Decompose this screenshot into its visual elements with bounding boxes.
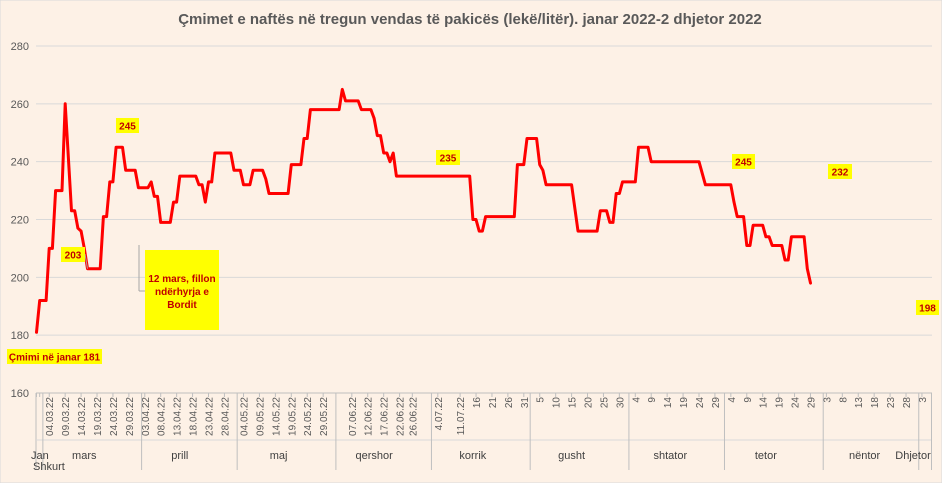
data-label-box	[61, 247, 85, 262]
x-tick-label: 24.03.22	[109, 397, 120, 436]
x-tick-label: 14.03.22	[77, 397, 88, 436]
x-tick-label: 24	[695, 397, 706, 409]
data-label: 198	[919, 304, 936, 315]
month-label: korrik	[459, 450, 486, 462]
data-label-box	[828, 164, 852, 179]
data-label: 245	[119, 122, 136, 133]
month-label: nëntor	[849, 450, 881, 462]
x-tick-label: 14	[663, 397, 674, 409]
x-tick-label: 23.04.22	[204, 397, 215, 436]
x-tick-label: 26.06.22	[408, 397, 419, 436]
x-tick-label: 09.05.22	[255, 397, 266, 436]
x-tick-label: 19	[775, 397, 786, 409]
x-tick-label: 26	[504, 397, 515, 409]
x-tick-label: 03.04.22	[141, 397, 152, 436]
x-tick-label: 4.07.22	[434, 397, 445, 431]
x-tick-label: 14.05.22	[271, 397, 282, 436]
x-tick-label: 28.04.22	[220, 397, 231, 436]
month-label: Dhjetor	[895, 450, 931, 462]
data-label: 245	[735, 158, 752, 169]
x-tick-label: 08.04.22	[157, 397, 168, 436]
x-tick-label: 14	[759, 397, 770, 409]
x-tick-label: 19.03.22	[93, 397, 104, 436]
x-tick-label: 9	[647, 397, 658, 403]
x-tick-label: 24	[791, 397, 802, 409]
x-tick-label: 16	[472, 397, 483, 409]
x-tick-label: 20	[584, 397, 595, 409]
x-tick-label: 12.06.22	[364, 397, 375, 436]
month-label: qershor	[355, 450, 393, 462]
x-tick-label: 4	[727, 397, 738, 403]
data-label: 235	[440, 154, 457, 165]
data-label-box	[436, 150, 460, 165]
x-axis: 04.03.22 09.03.22 14.03.22 19.03.22 24.03.22…	[31, 392, 932, 473]
x-tick-label: 19	[679, 397, 690, 409]
month-label: prill	[171, 450, 188, 462]
month-label: maj	[270, 450, 288, 462]
annotations: 245 203 235 245 232 198 Çmimi në janar 181 12 m…	[7, 118, 939, 364]
x-tick-label: 31	[520, 397, 531, 409]
x-tick-label: 9	[743, 397, 754, 403]
y-tick-label: 240	[11, 157, 29, 169]
x-tick-label: 04.03.22	[45, 397, 56, 436]
x-tick-label: 15	[568, 397, 579, 409]
x-tick-label: 18.04.22	[189, 397, 200, 436]
x-tick-label: 24.05.22	[303, 397, 314, 436]
x-tick-label: 09.03.22	[61, 397, 72, 436]
x-tick-label: 29	[711, 397, 722, 409]
y-tick-label: 160	[11, 388, 29, 400]
x-tick-label: 25	[599, 397, 610, 409]
y-axis: 160 180 200 220 240 260 280	[11, 41, 29, 400]
x-tick-label: 28	[902, 397, 913, 409]
x-tick-label: 11.07.22	[456, 397, 467, 436]
month-label: Jan	[31, 450, 49, 462]
x-tick-label: 8	[838, 397, 849, 403]
data-label: Çmimi në janar 181	[9, 353, 101, 364]
x-tick-label: 23	[886, 397, 897, 409]
x-tick-label: 3	[822, 397, 833, 403]
data-label-box	[732, 154, 755, 169]
y-tick-label: 260	[11, 99, 29, 111]
x-tick-label: 17.06.22	[380, 397, 391, 436]
leader-line	[84, 253, 88, 269]
data-label-box	[7, 349, 102, 364]
data-label: 12 mars, fillon ndërhyrja e Bordit	[148, 274, 215, 311]
x-tick-label: 3	[918, 397, 929, 403]
chart-title: Çmimet e naftës në tregun vendas të paki…	[178, 11, 762, 28]
x-tick-label: 21	[488, 397, 499, 409]
y-tick-label: 200	[11, 272, 29, 284]
x-tick-label: 10	[552, 397, 563, 409]
x-tick-label: 29.05.22	[319, 397, 330, 436]
month-label: gusht	[558, 450, 585, 462]
data-label-box	[145, 250, 219, 330]
x-tick-label: 13	[854, 397, 865, 409]
series-line-0	[35, 87, 812, 334]
x-tick-label: 13.04.22	[173, 397, 184, 436]
data-label: 232	[832, 168, 849, 179]
data-label-box	[916, 300, 939, 315]
y-tick-label: 280	[11, 41, 29, 53]
x-tick-label: 04.05.22	[240, 397, 251, 436]
month-label: tetor	[755, 450, 777, 462]
x-tick-label: 19.05.22	[287, 397, 298, 436]
x-tick-label: 29.03.22	[125, 397, 136, 436]
month-label: shtator	[654, 450, 688, 462]
x-tick-label: 22.06.22	[396, 397, 407, 436]
x-tick-label: 5	[536, 397, 547, 403]
month-label: Shkurt	[33, 461, 65, 473]
month-label: mars	[72, 450, 97, 462]
series-group	[35, 87, 812, 334]
y-tick-label: 180	[11, 330, 29, 342]
data-label-box	[116, 118, 139, 133]
x-tick-label: 30	[615, 397, 626, 409]
x-tick-label: 29	[806, 397, 817, 409]
x-tick-label: 18	[870, 397, 881, 409]
x-tick-label: 07.06.22	[348, 397, 359, 436]
x-tick-label: 4	[631, 397, 642, 403]
data-label: 203	[65, 251, 82, 262]
y-tick-label: 220	[11, 215, 29, 227]
